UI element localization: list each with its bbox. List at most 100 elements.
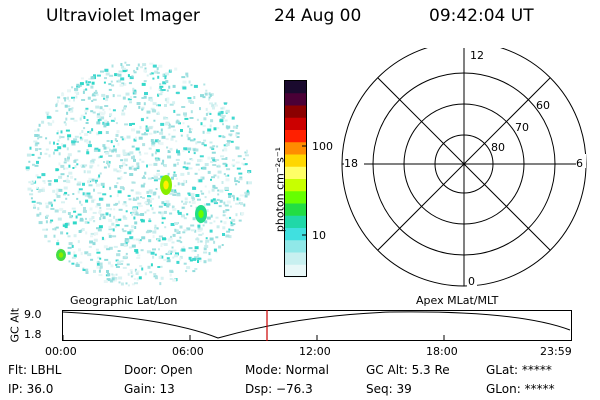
speckle: [164, 104, 167, 107]
speckle: [133, 158, 136, 162]
speckle: [67, 235, 71, 238]
speckle: [157, 266, 161, 268]
speckle: [106, 203, 111, 207]
speckle: [57, 139, 60, 142]
speckle: [179, 225, 183, 229]
speckle: [109, 213, 112, 217]
speckle: [144, 201, 148, 204]
speckle: [75, 215, 78, 219]
speckle: [73, 254, 77, 258]
speckle: [159, 211, 164, 215]
speckle: [105, 72, 110, 76]
speckle: [71, 142, 76, 146]
speckle: [176, 260, 180, 264]
speckle: [52, 189, 56, 193]
speckle: [115, 133, 119, 137]
speckle: [113, 168, 118, 172]
speckle: [82, 182, 85, 186]
speckle: [209, 141, 213, 144]
speckle: [92, 220, 95, 223]
speckle: [191, 199, 194, 201]
speckle: [162, 237, 166, 241]
speckle: [208, 98, 210, 101]
speckle: [74, 140, 77, 143]
speckle: [106, 207, 111, 210]
speckle: [166, 205, 170, 208]
speckle: [244, 151, 248, 154]
speckle: [207, 111, 212, 115]
speckle: [87, 253, 92, 257]
speckle: [147, 198, 150, 202]
speckle: [235, 183, 238, 186]
speckle: [98, 156, 101, 159]
speckle: [223, 221, 227, 225]
speckle: [108, 225, 112, 229]
speckle: [129, 76, 134, 80]
speckle: [190, 84, 193, 87]
speckle: [175, 120, 180, 124]
speckle: [166, 97, 170, 101]
speckle: [67, 246, 72, 249]
speckle: [216, 198, 220, 201]
colorbar-unit-label: photon cm⁻²s⁻¹: [273, 146, 287, 233]
speckle: [124, 61, 127, 64]
speckle: [238, 219, 242, 222]
auroral-image: [25, 61, 252, 287]
speckle: [235, 146, 240, 150]
speckle: [78, 248, 81, 252]
speckle: [170, 223, 175, 226]
speckle: [37, 156, 41, 159]
speckle: [57, 99, 59, 103]
speckle: [137, 254, 141, 257]
speckle: [147, 177, 152, 180]
speckle: [177, 210, 180, 214]
speckle: [67, 153, 72, 157]
speckle: [234, 180, 239, 183]
speckle: [176, 229, 179, 232]
speckle: [184, 197, 188, 201]
speckle: [90, 258, 94, 261]
speckle: [183, 229, 188, 232]
speckle: [35, 141, 38, 145]
speckle: [200, 176, 205, 180]
speckle: [232, 159, 235, 162]
speckle: [31, 153, 35, 156]
speckle: [29, 193, 34, 196]
speckle: [117, 73, 122, 77]
speckle: [127, 194, 131, 197]
speckle: [56, 242, 60, 246]
speckle: [85, 107, 89, 110]
speckle: [110, 140, 113, 144]
speckle: [55, 104, 58, 108]
speckle: [224, 148, 228, 152]
speckle: [133, 138, 137, 142]
speckle: [85, 122, 89, 124]
speckle: [158, 93, 163, 96]
speckle: [172, 191, 175, 194]
speckle: [103, 280, 108, 283]
speckle: [120, 63, 123, 66]
speckle: [144, 272, 147, 276]
colorbar-cell: [285, 93, 306, 107]
speckle: [146, 74, 149, 77]
speckle: [127, 272, 130, 276]
speckle: [166, 146, 169, 149]
speckle: [89, 164, 94, 167]
speckle: [231, 218, 236, 222]
speckle: [116, 130, 120, 134]
speckle: [133, 167, 137, 171]
speckle: [151, 142, 156, 145]
speckle: [236, 136, 240, 138]
speckle: [91, 81, 95, 85]
speckle: [233, 196, 235, 200]
speckle: [93, 74, 96, 77]
speckle: [203, 251, 208, 254]
speckle: [149, 86, 152, 90]
speckle: [132, 238, 136, 241]
speckle: [193, 148, 198, 152]
speckle: [147, 265, 151, 269]
speckle: [108, 154, 113, 157]
speckle: [91, 94, 96, 97]
speckle: [141, 108, 144, 111]
speckle: [230, 221, 233, 225]
